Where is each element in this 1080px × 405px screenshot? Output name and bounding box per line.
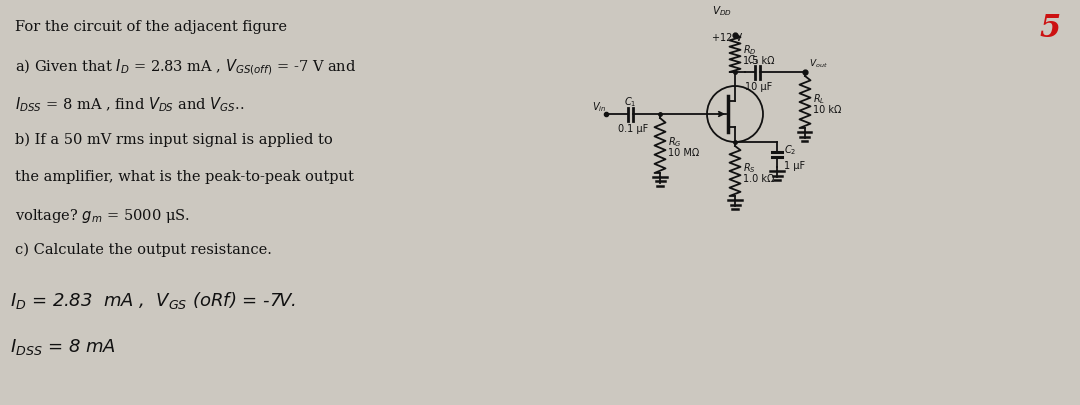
Text: 0.1 μF: 0.1 μF bbox=[618, 124, 648, 134]
Text: 10 MΩ: 10 MΩ bbox=[669, 149, 699, 158]
Text: 10 μF: 10 μF bbox=[745, 82, 772, 92]
Text: $C_1$: $C_1$ bbox=[624, 95, 636, 109]
Text: 5: 5 bbox=[1039, 13, 1061, 44]
Text: c) Calculate the output resistance.: c) Calculate the output resistance. bbox=[15, 243, 272, 258]
Text: $I_D$ = 2.83  mA ,  $V_{GS}$ (oRf) = -7V.: $I_D$ = 2.83 mA , $V_{GS}$ (oRf) = -7V. bbox=[10, 290, 296, 311]
Text: $V_{DD}$: $V_{DD}$ bbox=[712, 4, 732, 18]
Text: 1.0 kΩ: 1.0 kΩ bbox=[743, 174, 774, 184]
Text: $C_2$: $C_2$ bbox=[784, 143, 796, 157]
Text: voltage? $g_m$ = 5000 μS.: voltage? $g_m$ = 5000 μS. bbox=[15, 207, 190, 225]
Text: $R_G$: $R_G$ bbox=[669, 136, 681, 149]
Text: $I_{DSS}$ = 8 mA: $I_{DSS}$ = 8 mA bbox=[10, 337, 116, 357]
Text: $C_3$: $C_3$ bbox=[747, 53, 759, 67]
Text: 1 μF: 1 μF bbox=[784, 161, 805, 171]
Text: the amplifier, what is the peak-to-peak output: the amplifier, what is the peak-to-peak … bbox=[15, 170, 354, 184]
Text: $R_L$: $R_L$ bbox=[813, 92, 825, 106]
Text: 10 kΩ: 10 kΩ bbox=[813, 105, 841, 115]
Text: b) If a 50 mV rms input signal is applied to: b) If a 50 mV rms input signal is applie… bbox=[15, 133, 333, 147]
Text: a) Given that $I_D$ = 2.83 mA , $V_{GS(off)}$ = -7 V and: a) Given that $I_D$ = 2.83 mA , $V_{GS(o… bbox=[15, 57, 356, 77]
Text: $R_D$: $R_D$ bbox=[743, 43, 757, 57]
Text: +12 V: +12 V bbox=[712, 33, 742, 43]
Text: $R_S$: $R_S$ bbox=[743, 161, 756, 175]
Text: $V_{out}$: $V_{out}$ bbox=[809, 57, 827, 70]
Text: 1.5 kΩ: 1.5 kΩ bbox=[743, 56, 774, 66]
Text: $V_{in}$: $V_{in}$ bbox=[592, 100, 606, 114]
Text: For the circuit of the adjacent figure: For the circuit of the adjacent figure bbox=[15, 20, 287, 34]
Text: $I_{DSS}$ = 8 mA , find $V_{DS}$ and $V_{GS}$..: $I_{DSS}$ = 8 mA , find $V_{DS}$ and $V_… bbox=[15, 95, 244, 114]
